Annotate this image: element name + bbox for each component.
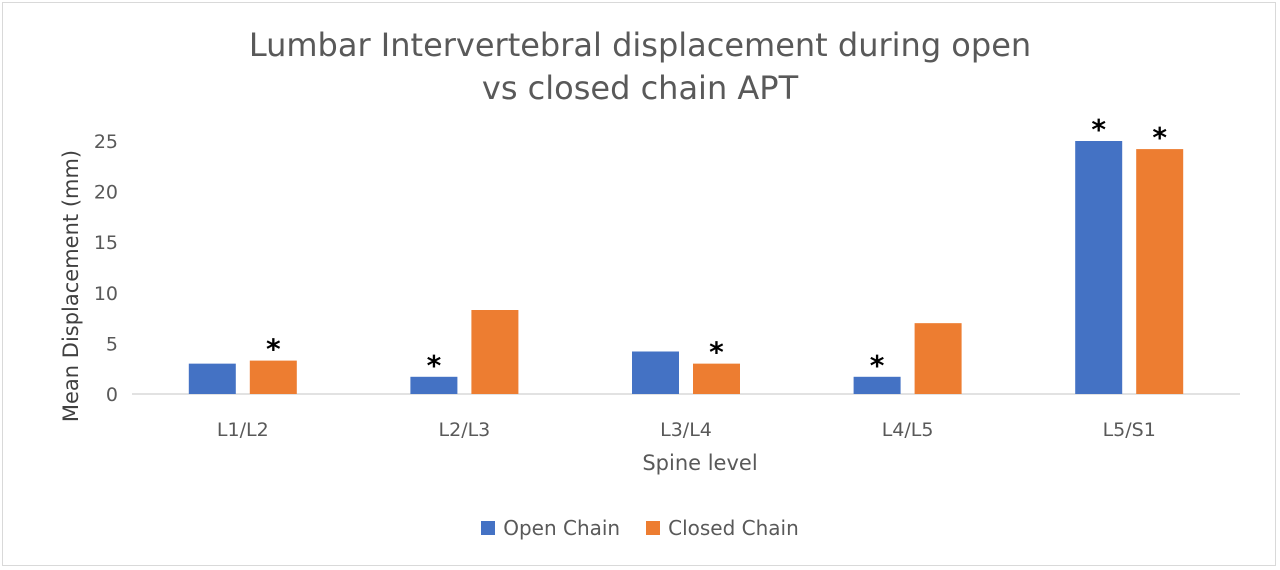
x-tick-label: L2/L3 xyxy=(439,419,491,441)
bar-open-chain-l1-l2 xyxy=(188,363,236,394)
bar-open-chain-l4-l5 xyxy=(853,376,901,394)
legend-label-closed-chain: Closed Chain xyxy=(668,516,799,540)
significance-marker: * xyxy=(1091,113,1106,146)
legend-label-open-chain: Open Chain xyxy=(503,516,621,540)
y-tick-label: 20 xyxy=(94,182,118,204)
chart-title: Lumbar Intervertebral displacement durin… xyxy=(0,24,1280,110)
significance-marker: * xyxy=(709,336,724,369)
y-tick-label: 5 xyxy=(106,333,118,355)
bar-closed-chain-l4-l5 xyxy=(914,323,962,394)
legend-swatch-closed-chain xyxy=(646,521,661,535)
legend-item-open-chain: Open Chain xyxy=(481,516,620,540)
chart-title-line-1: Lumbar Intervertebral displacement durin… xyxy=(248,26,1032,64)
significance-marker: * xyxy=(427,349,442,382)
x-tick-label: L3/L4 xyxy=(660,419,712,441)
bar-closed-chain-l3-l4 xyxy=(693,363,740,394)
legend-item-closed-chain: Closed Chain xyxy=(646,516,799,540)
y-axis-title: Mean Displacement (mm) xyxy=(59,150,83,422)
y-tick-label: 25 xyxy=(94,131,118,153)
y-tick-label: 0 xyxy=(106,384,118,406)
x-axis-ticks: L1/L2 L2/L3 L3/L4 L4/L5 L5/S1 xyxy=(217,419,1156,441)
x-axis-title: Spine level xyxy=(642,451,757,475)
significance-marker: * xyxy=(1152,121,1167,154)
x-tick-label: L1/L2 xyxy=(217,419,269,441)
y-axis-ticks: 0 5 10 15 20 25 xyxy=(94,131,118,406)
bars: * * * * * * xyxy=(188,113,1184,394)
y-tick-label: 10 xyxy=(94,283,118,305)
bar-open-chain-l2-l3 xyxy=(410,376,458,394)
significance-marker: * xyxy=(870,349,885,382)
bar-closed-chain-l2-l3 xyxy=(471,310,519,394)
x-tick-label: L4/L5 xyxy=(882,419,934,441)
bar-closed-chain-l5-s1 xyxy=(1136,149,1184,394)
y-tick-label: 15 xyxy=(94,232,118,254)
bar-closed-chain-l1-l2 xyxy=(249,360,297,394)
legend: Open Chain Closed Chain xyxy=(0,516,1280,540)
bar-open-chain-l5-s1 xyxy=(1075,141,1123,394)
x-tick-label: L5/S1 xyxy=(1103,419,1156,441)
significance-marker: * xyxy=(266,333,281,366)
bar-open-chain-l3-l4 xyxy=(632,351,679,394)
legend-swatch-open-chain xyxy=(481,521,496,535)
chart-title-line-2: vs closed chain APT xyxy=(481,69,799,107)
